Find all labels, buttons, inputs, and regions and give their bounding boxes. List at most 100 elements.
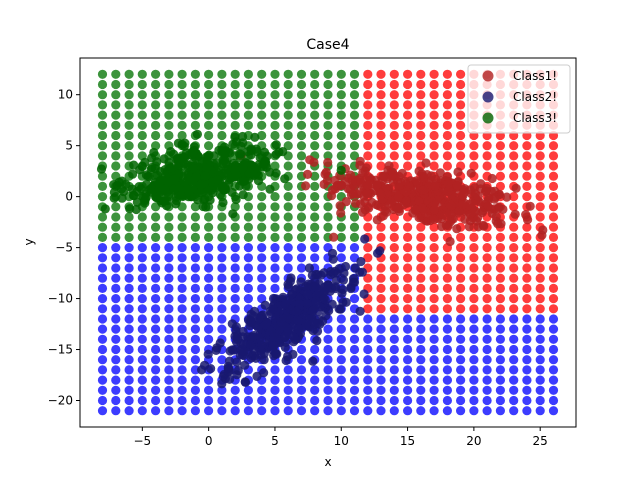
grid-point — [548, 355, 559, 365]
grid-point — [403, 161, 413, 171]
grid-point — [363, 344, 373, 355]
grid-point — [535, 406, 545, 416]
grid-point — [416, 151, 426, 161]
grid-point — [164, 344, 174, 355]
grid-point — [270, 222, 280, 232]
grid-point — [204, 375, 214, 385]
grid-point — [482, 324, 492, 334]
grid-point — [137, 334, 147, 344]
grid-point — [204, 294, 214, 304]
grid-point — [204, 314, 214, 324]
grid-point — [97, 100, 108, 110]
grid-point — [111, 202, 121, 212]
grid-point — [336, 90, 346, 100]
grid-point — [164, 100, 174, 110]
grid-point — [97, 120, 108, 130]
data-point — [379, 171, 389, 181]
grid-point — [509, 294, 519, 304]
data-point — [303, 169, 313, 179]
grid-point — [111, 110, 121, 120]
grid-point — [349, 334, 360, 344]
grid-point — [403, 222, 413, 232]
data-point — [301, 181, 311, 191]
grid-point — [257, 263, 267, 273]
grid-point — [469, 344, 479, 355]
grid-point — [151, 324, 161, 334]
data-point — [336, 165, 346, 175]
grid-point — [204, 385, 214, 395]
grid-point — [190, 395, 200, 406]
data-point — [359, 289, 369, 299]
grid-point — [323, 100, 333, 110]
grid-point — [456, 253, 466, 263]
data-point — [146, 187, 156, 197]
grid-point — [204, 232, 214, 242]
grid-point — [535, 192, 545, 202]
grid-point — [376, 406, 386, 416]
grid-point — [283, 222, 293, 232]
grid-point — [217, 79, 227, 90]
data-point — [219, 142, 230, 152]
grid-point — [323, 90, 333, 100]
grid-point — [416, 406, 426, 416]
grid-point — [416, 334, 426, 344]
grid-point — [349, 141, 360, 151]
grid-point — [111, 253, 121, 263]
data-point — [365, 173, 375, 183]
grid-point — [151, 294, 161, 304]
grid-point — [111, 90, 121, 100]
data-point — [280, 332, 290, 342]
grid-point — [164, 253, 174, 263]
grid-point — [204, 253, 214, 263]
grid-point — [204, 324, 214, 334]
grid-point — [151, 120, 161, 130]
data-point — [260, 156, 270, 166]
grid-point — [548, 375, 559, 385]
grid-point — [349, 232, 360, 242]
data-point — [184, 186, 194, 196]
grid-point — [177, 355, 187, 365]
y-tick-label: −15 — [48, 343, 73, 357]
grid-point — [230, 304, 240, 314]
grid-point — [230, 90, 240, 100]
grid-point — [535, 283, 545, 293]
grid-point — [270, 365, 280, 375]
data-point — [421, 158, 431, 168]
grid-point — [310, 100, 320, 110]
grid-point — [336, 100, 346, 110]
grid-point — [111, 232, 121, 242]
grid-point — [403, 375, 413, 385]
grid-point — [97, 232, 108, 242]
grid-point — [310, 192, 320, 202]
grid-point — [349, 355, 360, 365]
data-point — [176, 168, 186, 178]
data-point — [445, 236, 455, 247]
data-point — [477, 207, 487, 218]
grid-point — [296, 192, 307, 202]
grid-point — [349, 90, 360, 100]
data-point — [510, 209, 520, 219]
grid-point — [151, 79, 161, 90]
grid-point — [336, 344, 346, 355]
data-point — [393, 192, 403, 202]
data-point — [294, 323, 304, 333]
grid-point — [283, 69, 293, 79]
legend-marker-class3 — [482, 112, 494, 124]
data-point — [285, 304, 296, 315]
grid-point — [97, 171, 108, 181]
grid-point — [243, 283, 253, 293]
data-point — [430, 181, 440, 191]
grid-point — [442, 151, 452, 161]
data-point — [466, 189, 476, 199]
grid-point — [535, 161, 545, 171]
grid-point — [151, 283, 161, 293]
grid-point — [124, 334, 134, 344]
grid-point — [416, 90, 426, 100]
grid-point — [124, 243, 134, 253]
grid-point — [376, 79, 386, 90]
data-point — [196, 180, 206, 190]
grid-point — [548, 385, 559, 395]
grid-point — [456, 90, 466, 100]
data-point — [360, 234, 370, 244]
